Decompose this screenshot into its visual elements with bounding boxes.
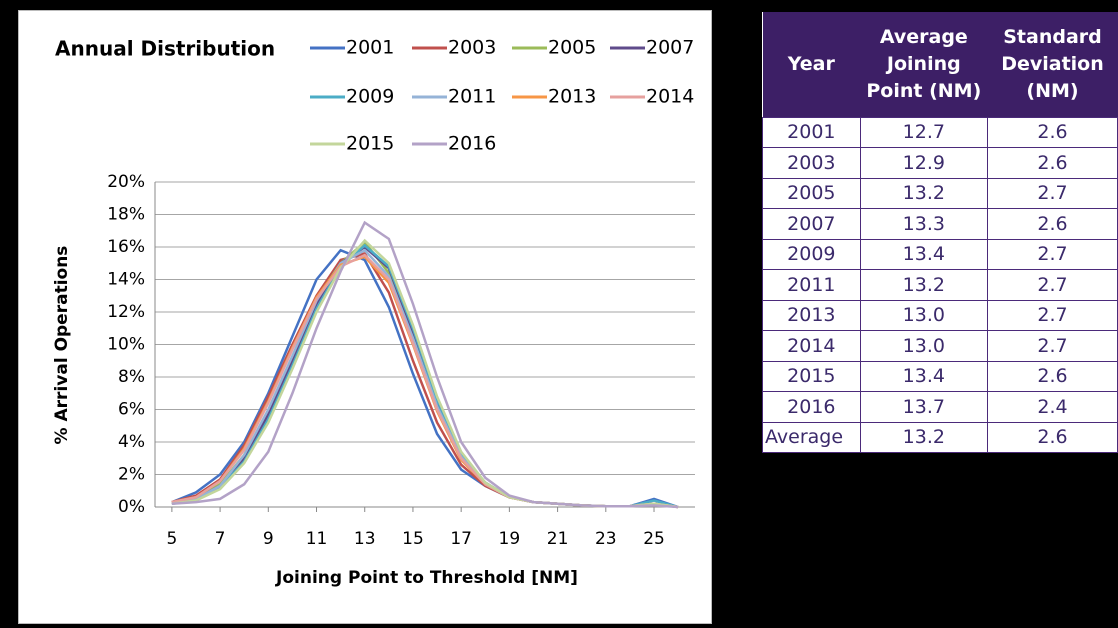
legend-label: 2009 (346, 86, 394, 108)
table-row: 2014 13.0 2.7 (762, 330, 1118, 362)
x-axis-title: Joining Point to Threshold [NM] (275, 568, 578, 588)
table-row: Average 13.2 2.6 (762, 421, 1118, 453)
table-cell: 13.2 (859, 269, 988, 301)
header-cell: Average Joining Point (NM) (860, 12, 988, 117)
legend-label: 2003 (448, 37, 496, 59)
chart-panel (18, 10, 712, 624)
header-row: Year Average Joining Point (NM) Standard… (762, 12, 1118, 117)
legend-label: 2016 (448, 133, 496, 155)
y-tick-label: 10% (107, 335, 145, 355)
table-row: 2003 12.9 2.6 (762, 147, 1118, 179)
x-tick-label: 5 (166, 529, 177, 549)
header-cell: Year (762, 12, 861, 117)
x-tick-label: 19 (499, 529, 521, 549)
table-cell: 2005 (762, 177, 861, 209)
table-cell: 2.6 (986, 208, 1118, 240)
y-tick-label: 14% (107, 270, 145, 290)
table-row: 2016 13.7 2.4 (762, 391, 1118, 423)
table-cell: 12.9 (859, 147, 988, 179)
legend-label: 2014 (646, 86, 694, 108)
table-cell: 2016 (762, 391, 861, 423)
table-cell: 2.7 (986, 269, 1118, 301)
x-tick-label: 25 (643, 529, 665, 549)
y-tick-label: 16% (107, 237, 145, 257)
legend-label: 2015 (346, 133, 394, 155)
x-tick-label: 11 (306, 529, 328, 549)
y-tick-label: 8% (118, 367, 145, 387)
table-cell: 2011 (762, 269, 861, 301)
table-row: 2001 12.7 2.6 (762, 116, 1118, 148)
table-cell: 12.7 (859, 116, 988, 148)
table-cell: 13.2 (859, 177, 988, 209)
table-cell: 2015 (762, 360, 861, 392)
table-cell: 2013 (762, 299, 861, 331)
table-cell: 13.4 (859, 360, 988, 392)
y-tick-label: 20% (107, 172, 145, 192)
chart-title: Annual Distribution (55, 37, 275, 61)
legend-label: 2001 (346, 37, 394, 59)
table-row: 2011 13.2 2.7 (762, 269, 1118, 301)
y-tick-label: 2% (118, 465, 145, 485)
table-cell: 2.7 (986, 238, 1118, 270)
table-cell: 13.4 (859, 238, 988, 270)
table-cell: 2.6 (986, 116, 1118, 148)
table-row: 2007 13.3 2.6 (762, 208, 1118, 240)
table-cell: 2014 (762, 330, 861, 362)
y-axis-title: % Arrival Operations (52, 246, 72, 445)
legend-label: 2013 (548, 86, 596, 108)
table-cell: 13.2 (859, 421, 988, 453)
table-row: 2013 13.0 2.7 (762, 299, 1118, 331)
y-tick-label: 0% (118, 497, 145, 517)
table-row: 2005 13.2 2.7 (762, 177, 1118, 209)
legend-label: 2005 (548, 37, 596, 59)
table-row: 2009 13.4 2.7 (762, 238, 1118, 270)
table-cell: 2007 (762, 208, 861, 240)
x-tick-label: 7 (215, 529, 226, 549)
table-cell: 2.4 (986, 391, 1118, 423)
table-row: 2015 13.4 2.6 (762, 360, 1118, 392)
series-line (171, 220, 679, 509)
y-tick-label: 6% (118, 400, 145, 420)
legend-label: 2007 (646, 37, 694, 59)
table-cell: 13.0 (859, 330, 988, 362)
x-tick-label: 9 (263, 529, 274, 549)
table-cell: 13.3 (859, 208, 988, 240)
table-cell: 2003 (762, 147, 861, 179)
x-tick-label: 15 (402, 529, 424, 549)
stats-table: Year Average Joining Point (NM) Standard… (762, 12, 1118, 453)
table-cell: Average (762, 421, 861, 453)
x-tick-label: 21 (547, 529, 569, 549)
table-body: 2001 12.7 2.6 2003 12.9 2.6 2005 13.2 2.7 2007 13.… (762, 116, 1118, 453)
table-cell: 2.7 (986, 299, 1118, 331)
y-tick-label: 18% (107, 205, 145, 225)
table-cell: 2001 (762, 116, 861, 148)
table-cell: 2.6 (986, 360, 1118, 392)
table-cell: 2009 (762, 238, 861, 270)
header-cell: Standard Deviation (NM) (987, 12, 1118, 117)
legend-label: 2011 (448, 86, 496, 108)
table-cell: 13.0 (859, 299, 988, 331)
y-tick-label: 4% (118, 432, 145, 452)
y-tick-label: 12% (107, 302, 145, 322)
table-cell: 2.6 (986, 421, 1118, 453)
table-cell: 2.6 (986, 147, 1118, 179)
table-cell: 2.7 (986, 330, 1118, 362)
x-tick-label: 17 (450, 529, 472, 549)
table-cell: 13.7 (859, 391, 988, 423)
x-tick-label: 13 (354, 529, 376, 549)
x-tick-label: 23 (595, 529, 617, 549)
table-cell: 2.7 (986, 177, 1118, 209)
